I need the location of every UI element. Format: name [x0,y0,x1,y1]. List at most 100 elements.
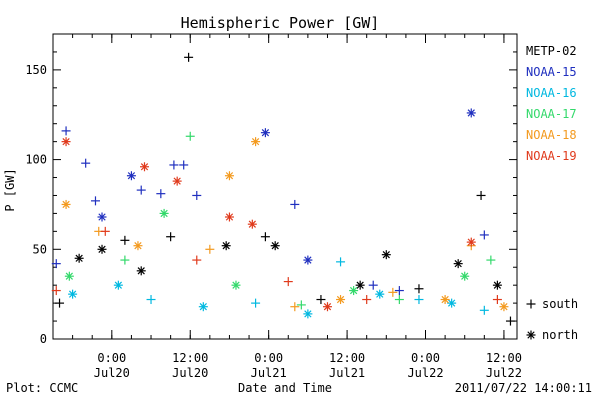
x-tick-label-time: 12:00 [329,351,365,365]
data-point [322,302,332,312]
data-point [453,259,463,269]
x-tick-label-date: Jul20 [94,366,130,380]
x-tick-label-time: 0:00 [254,351,283,365]
marker-stroke [62,137,70,146]
x-tick-label-time: 12:00 [486,351,522,365]
data-point [303,255,313,265]
plot-timestamp: 2011/07/22 14:00:11 [455,381,592,395]
marker-stroke [349,286,358,295]
data-point [51,286,61,296]
data-point [414,284,424,294]
data-point [136,185,146,195]
data-points [51,52,515,326]
data-point [156,189,166,199]
legend-entry: NOAA-15 [526,65,577,79]
series-legend: METP-02 NOAA-15 NOAA-16 NOAA-17 NOAA-18 NOAA-… [526,44,577,163]
data-point [179,160,189,170]
marker-stroke [467,109,475,117]
data-point [90,196,100,206]
legend-entry: NOAA-19 [526,149,577,163]
data-point [61,126,71,136]
data-point [466,108,476,118]
x-tick-label-date: Jul21 [251,366,287,380]
y-axis-ticks: 0 50 100 150 [25,51,517,346]
data-point [185,131,195,141]
data-point [133,241,143,251]
data-point [120,255,130,265]
marker-legend: south north [526,297,578,342]
data-point [74,253,84,263]
marker-stroke [248,220,256,228]
y-axis-label: P [GW] [3,168,17,211]
data-point [169,160,179,170]
marker-stroke [98,213,106,221]
marker-stroke [500,303,508,311]
data-point [166,232,176,242]
data-point [247,219,257,229]
marker-stroke [134,242,142,250]
x-tick-label-time: 0:00 [411,351,440,365]
legend-entry: NOAA-17 [526,107,577,121]
data-point [146,295,156,305]
x-tick-label-date: Jul20 [172,366,208,380]
x-tick-label-date: Jul22 [407,366,443,380]
data-point [61,137,71,147]
data-point [224,171,234,181]
data-point [479,230,489,240]
legend-entry: NOAA-18 [526,128,577,142]
marker-stroke [62,200,70,209]
marker-stroke [336,295,345,304]
y-tick-label: 150 [25,63,47,77]
data-point [139,162,149,172]
marker-stroke [225,172,234,180]
marker-stroke [225,213,234,221]
x-tick-label-date: Jul21 [329,366,365,380]
data-point [440,295,450,305]
data-point [64,271,74,281]
x-tick-label-date: Jul22 [486,366,522,380]
data-point [362,295,372,305]
marker-stroke [222,242,230,250]
marker-legend-label: south [542,297,578,311]
marker-stroke [467,238,475,246]
data-point [251,298,261,308]
marker-stroke [271,242,279,250]
data-point [349,286,359,296]
data-point [260,232,270,242]
x-tick-label-time: 0:00 [97,351,126,365]
data-point [368,280,378,290]
data-point [251,137,261,147]
data-point [296,300,306,310]
marker-stroke [232,281,240,289]
data-point [97,244,107,254]
legend-entry: NOAA-16 [526,86,577,100]
data-point [355,280,365,290]
plot-credit: Plot: CCMC [6,381,78,395]
data-point [192,255,202,265]
data-point [492,280,502,290]
data-point [381,250,391,260]
data-point [290,302,300,312]
marker-stroke [127,172,136,180]
marker-stroke [114,281,123,289]
marker-stroke [447,299,456,307]
data-point [55,298,65,308]
data-point [460,271,470,281]
y-tick-label: 100 [25,153,47,167]
data-point [51,259,61,269]
data-point [283,277,293,287]
data-point [100,226,110,236]
marker-stroke [65,272,74,280]
marker-stroke [75,254,83,262]
data-point [120,235,130,245]
marker-stroke [461,272,469,280]
marker-legend-label: north [542,328,578,342]
marker-stroke [356,281,364,289]
marker-stroke [441,295,449,304]
legend-entry: METP-02 [526,44,577,58]
data-point [336,295,346,305]
data-point [486,255,496,265]
data-point [492,295,502,305]
data-point [231,280,241,290]
